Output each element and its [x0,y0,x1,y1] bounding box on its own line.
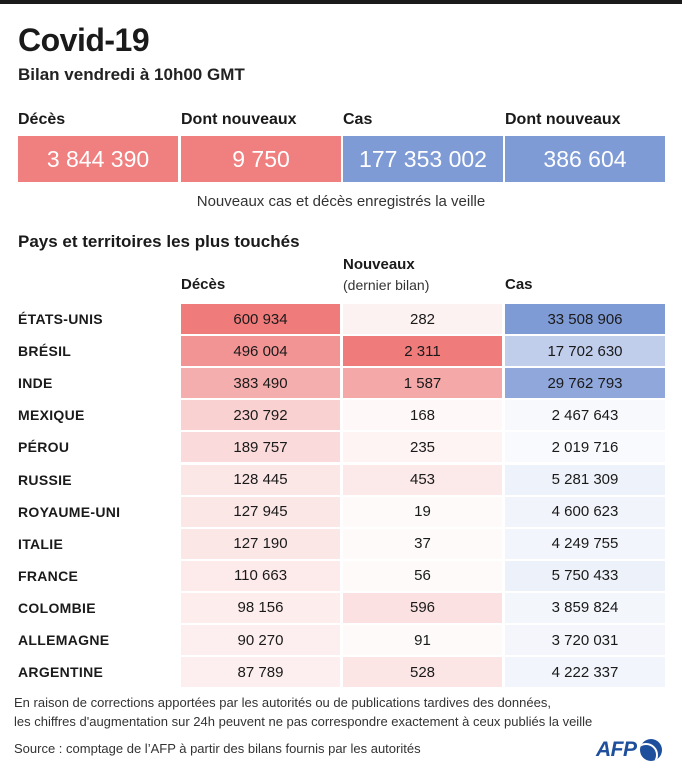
cell-new: 235 [343,432,502,463]
cell-deaths: 90 270 [181,625,340,655]
cell-new: 1 587 [343,368,502,399]
country-label: FRANCE [18,567,79,584]
footnote-line-2: les chiffres d'augmentation sur 24h peuv… [14,714,593,729]
country-label: RUSSIE [18,471,72,488]
cell-cases: 4 249 755 [505,528,665,559]
col-header-deaths: Décès [181,276,226,293]
cell-deaths: 383 490 [181,368,340,399]
cell-new: 282 [343,304,502,334]
cell-new: 2 311 [343,336,502,367]
cell-deaths: 600 934 [181,304,340,334]
chart-subtitle: Bilan vendredi à 10h00 GMT [18,65,245,84]
cell-deaths: 87 789 [181,657,340,688]
cell-cases: 5 750 433 [505,560,665,591]
summary-value-1: 9 750 [181,136,341,182]
summary-note: Nouveaux cas et décès enregistrés la vei… [196,193,486,210]
summary-value-0: 3 844 390 [18,136,178,182]
cell-new: 596 [343,592,502,623]
afp-logo-icon [639,739,662,761]
cell-cases: 17 702 630 [505,336,665,367]
table-title: Pays et territoires les plus touchés [18,232,300,251]
country-label: ARGENTINE [18,664,104,681]
cell-cases: 4 600 623 [505,496,665,527]
col-header-new-sub: (dernier bilan) [343,277,430,293]
cell-deaths: 110 663 [181,560,340,591]
cell-new: 56 [343,560,502,591]
afp-logo-text: AFP [596,738,637,761]
cell-cases: 3 859 824 [505,592,665,623]
summary-label-1: Dont nouveaux [181,111,297,128]
cell-deaths: 189 757 [181,432,340,463]
summary-value-2: 177 353 002 [343,136,503,182]
cell-deaths: 496 004 [181,336,340,367]
cell-deaths: 127 190 [181,528,340,559]
col-header-cases: Cas [505,276,533,293]
cell-cases: 29 762 793 [505,368,665,399]
country-label: ROYAUME-UNI [18,503,121,520]
country-label: ITALIE [18,535,64,552]
source-text: Source : comptage de l’AFP à partir des … [14,741,421,756]
cell-cases: 2 467 643 [505,400,665,431]
summary-label-0: Décès [18,111,66,128]
cell-deaths: 230 792 [181,400,340,431]
cell-new: 37 [343,528,502,559]
col-header-new: Nouveaux [343,256,415,273]
cell-deaths: 98 156 [181,592,340,623]
afp-logo: AFP [596,738,662,762]
cell-new: 168 [343,400,502,431]
cell-new: 453 [343,464,502,495]
summary-label-3: Dont nouveaux [505,111,621,128]
footnote-line-1: En raison de corrections apportées par l… [14,695,551,710]
country-label: ALLEMAGNE [18,632,110,648]
cell-cases: 3 720 031 [505,625,665,655]
summary-value-3: 386 604 [505,136,665,182]
country-label: BRÉSIL [18,343,72,360]
top-rule [0,0,682,4]
cell-new: 91 [343,625,502,655]
cell-cases: 5 281 309 [505,464,665,495]
summary-label-2: Cas [343,111,373,128]
cell-new: 528 [343,657,502,688]
country-label: INDE [18,375,53,392]
country-label: MEXIQUE [18,407,85,424]
cell-cases: 33 508 906 [505,304,665,334]
cell-deaths: 128 445 [181,464,340,495]
cell-cases: 4 222 337 [505,657,665,688]
country-label: PÉROU [18,439,70,456]
country-label: COLOMBIE [18,599,96,616]
cell-new: 19 [343,496,502,527]
chart-title: Covid-19 [18,22,150,58]
country-label: ÉTATS-UNIS [18,311,103,327]
cell-cases: 2 019 716 [505,432,665,463]
cell-deaths: 127 945 [181,496,340,527]
